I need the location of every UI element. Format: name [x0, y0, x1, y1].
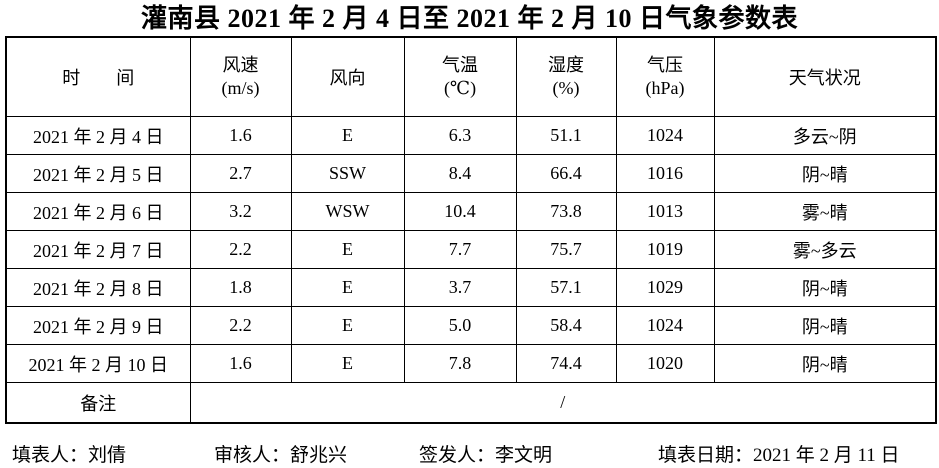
cell-wind-speed: 1.6 — [189, 344, 292, 383]
col-header-humidity-unit: (%) — [552, 78, 580, 98]
cell-wind-direction: WSW — [290, 192, 405, 231]
col-header-pressure-unit: (hPa) — [645, 78, 685, 98]
cell-weather: 雾~多云 — [713, 230, 937, 269]
cell-date: 2021 年 2 月 6 日 — [5, 192, 191, 231]
cell-date: 2021 年 2 月 9 日 — [5, 306, 191, 345]
cell-wind-speed: 1.8 — [189, 268, 292, 307]
table-row: 2021 年 2 月 5 日 2.7 SSW 8.4 66.4 1016 阴~晴 — [5, 154, 937, 193]
table-row: 2021 年 2 月 6 日 3.2 WSW 10.4 73.8 1013 雾~… — [5, 192, 937, 231]
col-header-wind-speed-label: 风速 — [222, 55, 259, 75]
cell-wind-direction: SSW — [290, 154, 405, 193]
cell-wind-direction: E — [290, 268, 405, 307]
cell-pressure: 1024 — [615, 306, 715, 345]
cell-wind-direction: E — [290, 306, 405, 345]
col-header-wind-speed-unit: (m/s) — [221, 78, 260, 98]
col-header-weather: 天气状况 — [713, 36, 937, 117]
cell-wind-direction: E — [290, 344, 405, 383]
cell-weather: 阴~晴 — [713, 154, 937, 193]
cell-temperature: 8.4 — [403, 154, 517, 193]
cell-temperature: 6.3 — [403, 116, 517, 155]
cell-date: 2021 年 2 月 4 日 — [5, 116, 191, 155]
col-header-wind-speed: 风速 (m/s) — [189, 36, 292, 117]
remark-label: 备注 — [5, 382, 191, 424]
table-row: 2021 年 2 月 8 日 1.8 E 3.7 57.1 1029 阴~晴 — [5, 268, 937, 307]
page-title: 灌南县 2021 年 2 月 4 日至 2021 年 2 月 10 日气象参数表 — [140, 4, 798, 33]
cell-temperature: 7.8 — [403, 344, 517, 383]
cell-pressure: 1013 — [615, 192, 715, 231]
cell-temperature: 7.7 — [403, 230, 517, 269]
cell-date: 2021 年 2 月 5 日 — [5, 154, 191, 193]
col-header-humidity-label: 湿度 — [548, 55, 584, 75]
col-header-temperature-unit: (℃) — [443, 78, 477, 98]
cell-weather: 多云~阴 — [713, 116, 937, 155]
preparer-label: 填表人：刘倩 — [12, 445, 127, 466]
cell-wind-speed: 1.6 — [189, 116, 292, 155]
remark-value: / — [189, 382, 937, 424]
cell-pressure: 1019 — [615, 230, 715, 269]
cell-date: 2021 年 2 月 10 日 — [5, 344, 191, 383]
weather-table: 时 间 风速 (m/s) 风向 气温 (℃) 湿度 (%) 气压 (hPa) 天… — [5, 36, 937, 424]
cell-temperature: 5.0 — [403, 306, 517, 345]
table-row: 2021 年 2 月 9 日 2.2 E 5.0 58.4 1024 阴~晴 — [5, 306, 937, 345]
cell-humidity: 51.1 — [515, 116, 617, 155]
remark-row: 备注 / — [5, 382, 937, 424]
cell-wind-speed: 2.7 — [189, 154, 292, 193]
cell-weather: 阴~晴 — [713, 268, 937, 307]
cell-date: 2021 年 2 月 7 日 — [5, 230, 191, 269]
col-header-pressure: 气压 (hPa) — [615, 36, 715, 117]
cell-date: 2021 年 2 月 8 日 — [5, 268, 191, 307]
cell-wind-speed: 2.2 — [189, 230, 292, 269]
table-row: 2021 年 2 月 7 日 2.2 E 7.7 75.7 1019 雾~多云 — [5, 230, 937, 269]
cell-humidity: 74.4 — [515, 344, 617, 383]
cell-temperature: 3.7 — [403, 268, 517, 307]
cell-wind-direction: E — [290, 116, 405, 155]
col-header-wind-direction: 风向 — [290, 36, 405, 117]
cell-weather: 阴~晴 — [713, 344, 937, 383]
fill-date-label: 填表日期：2021 年 2 月 11 日 — [658, 445, 900, 466]
cell-humidity: 57.1 — [515, 268, 617, 307]
cell-weather: 雾~晴 — [713, 192, 937, 231]
cell-wind-speed: 2.2 — [189, 306, 292, 345]
cell-pressure: 1020 — [615, 344, 715, 383]
table-header-row: 时 间 风速 (m/s) 风向 气温 (℃) 湿度 (%) 气压 (hPa) 天… — [5, 36, 937, 117]
col-header-temperature: 气温 (℃) — [403, 36, 517, 117]
col-header-temperature-label: 气温 — [442, 55, 478, 75]
cell-wind-speed: 3.2 — [189, 192, 292, 231]
cell-humidity: 75.7 — [515, 230, 617, 269]
table-row: 2021 年 2 月 10 日 1.6 E 7.8 74.4 1020 阴~晴 — [5, 344, 937, 383]
cell-pressure: 1024 — [615, 116, 715, 155]
col-header-time: 时 间 — [5, 36, 191, 117]
cell-pressure: 1016 — [615, 154, 715, 193]
signature-footer: 填表人：刘倩 审核人：舒兆兴 签发人：李文明 填表日期：2021 年 2 月 1… — [0, 436, 939, 466]
col-header-pressure-label: 气压 — [647, 55, 683, 75]
cell-humidity: 66.4 — [515, 154, 617, 193]
table-row: 2021 年 2 月 4 日 1.6 E 6.3 51.1 1024 多云~阴 — [5, 116, 937, 155]
cell-wind-direction: E — [290, 230, 405, 269]
cell-humidity: 73.8 — [515, 192, 617, 231]
cell-temperature: 10.4 — [403, 192, 517, 231]
col-header-humidity: 湿度 (%) — [515, 36, 617, 117]
cell-pressure: 1029 — [615, 268, 715, 307]
cell-humidity: 58.4 — [515, 306, 617, 345]
reviewer-label: 审核人：舒兆兴 — [214, 445, 348, 466]
issuer-label: 签发人：李文明 — [419, 445, 553, 466]
cell-weather: 阴~晴 — [713, 306, 937, 345]
